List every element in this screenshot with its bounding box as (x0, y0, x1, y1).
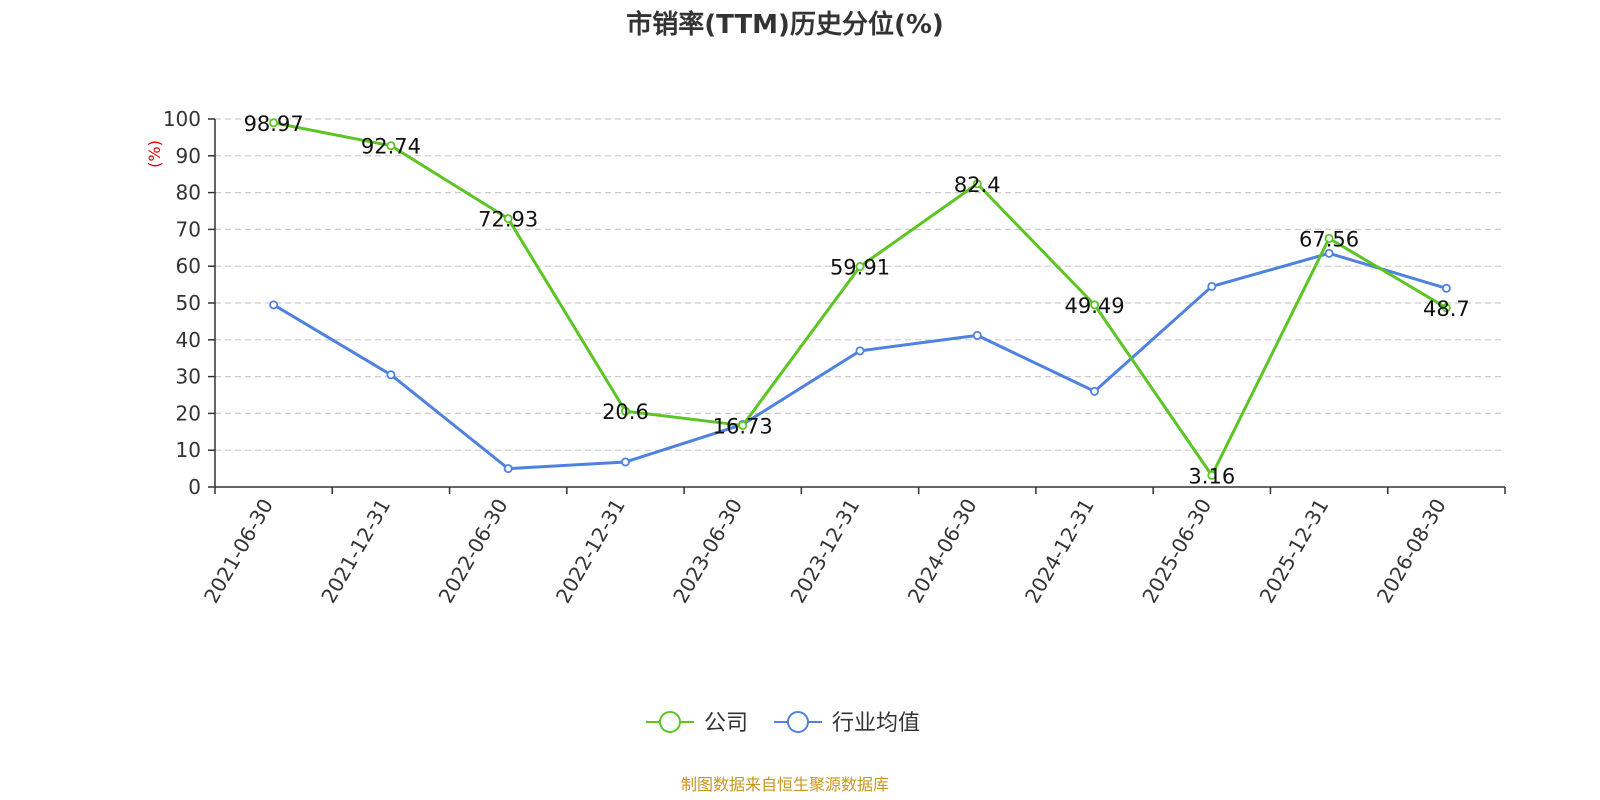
x-tick-label: 2025-06-30 (1137, 495, 1216, 608)
legend-marker (659, 711, 681, 733)
data-point (1207, 470, 1217, 480)
data-labels: 98.97 92.74 72.93 20.6 16.73 59.91 82.4 49.49 3.… (244, 112, 1470, 489)
data-point (386, 370, 396, 380)
x-tick-label: 2021-06-30 (199, 495, 278, 608)
chart-title: 市销率(TTM)历史分位(%) (626, 9, 944, 40)
series-lines (269, 118, 1451, 480)
y-tick-label: 30 (176, 365, 201, 389)
y-tick-label: 50 (176, 291, 201, 315)
data-label: 82.4 (954, 173, 1001, 197)
data-label: 20.6 (602, 400, 649, 424)
series-line (272, 251, 1447, 471)
data-point (503, 214, 513, 224)
data-label: 67.56 (1299, 227, 1359, 251)
x-tick-label: 2026-08-30 (1372, 495, 1451, 608)
y-tick-label: 90 (176, 144, 201, 168)
legend-label: 公司 (704, 711, 748, 736)
y-tick-label: 100 (163, 107, 201, 131)
x-tick-label: 2024-12-31 (1020, 495, 1099, 608)
data-point (738, 420, 748, 430)
y-axis-label: (%) (145, 140, 164, 168)
legend-marker (787, 711, 809, 733)
y-tick-label: 80 (176, 181, 201, 205)
x-tick-label: 2023-06-30 (668, 495, 747, 608)
x-tick-label: 2025-12-31 (1255, 495, 1334, 608)
data-point (1207, 281, 1217, 291)
x-tick-label: 2021-12-31 (316, 495, 395, 608)
legend-label: 行业均值 (832, 711, 920, 736)
data-source-note: 制图数据来自恒生聚源数据库 (681, 775, 889, 794)
data-point (620, 406, 630, 416)
data-point (269, 300, 279, 310)
data-point (1441, 283, 1451, 293)
data-label: 92.74 (361, 135, 421, 159)
y-tick-label: 10 (176, 438, 201, 462)
data-label: 59.91 (830, 256, 890, 280)
data-label: 49.49 (1064, 294, 1124, 318)
data-point (1324, 233, 1334, 243)
data-point (855, 346, 865, 356)
data-point (1441, 303, 1451, 313)
y-tick-label: 70 (176, 217, 201, 241)
data-point (855, 262, 865, 272)
data-point (1324, 248, 1334, 258)
data-point (1090, 386, 1100, 396)
data-point (972, 330, 982, 340)
grid-lines (215, 118, 1505, 451)
y-tick-label: 0 (188, 475, 201, 499)
data-label: 48.7 (1423, 297, 1470, 321)
data-point (386, 141, 396, 151)
y-tick-label: 60 (176, 254, 201, 278)
x-tick-label: 2022-12-31 (551, 495, 630, 608)
data-point (1090, 300, 1100, 310)
data-point (620, 457, 630, 467)
data-label: 3.16 (1188, 464, 1235, 488)
legend: 公司 行业均值 (646, 711, 920, 736)
data-point (972, 179, 982, 189)
data-point (503, 464, 513, 474)
x-tick-label: 2024-06-30 (903, 495, 982, 608)
x-tick-label: 2022-06-30 (434, 495, 513, 608)
x-tick-label: 2023-12-31 (785, 495, 864, 608)
data-point (269, 118, 279, 128)
data-label: 16.73 (713, 414, 773, 438)
y-tick-label: 40 (176, 328, 201, 352)
y-tick-label: 20 (176, 401, 201, 425)
data-label: 72.93 (478, 208, 538, 232)
data-label: 98.97 (244, 112, 304, 136)
